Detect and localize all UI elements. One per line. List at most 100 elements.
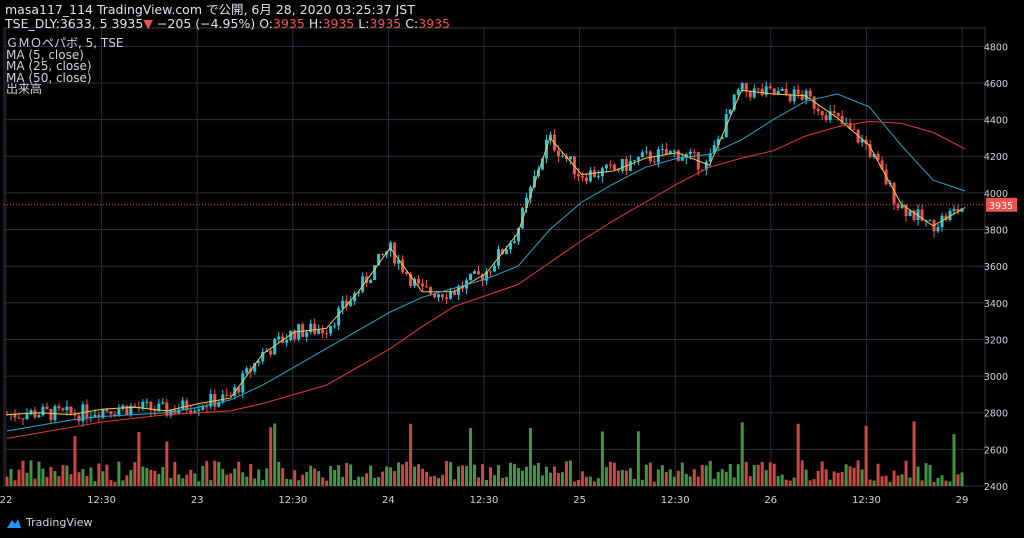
legend-symbol[interactable]: ＧＭＯペパボ, 5, TSE — [6, 36, 124, 50]
candle-body — [488, 271, 492, 273]
candle-body — [29, 410, 33, 415]
volume-bar — [956, 474, 960, 486]
volume-bar — [161, 467, 165, 486]
candle-body — [397, 259, 401, 264]
candle-body — [668, 150, 672, 155]
candle-body — [492, 265, 496, 272]
volume-bar — [289, 479, 293, 486]
candle-body — [732, 94, 736, 110]
volume-bar — [552, 466, 556, 486]
volume-bar — [393, 470, 397, 486]
volume-bar — [93, 481, 97, 486]
legend-ma25[interactable]: MA (25, close) — [6, 59, 92, 73]
low-label: L: — [358, 16, 370, 31]
legend-ma50[interactable]: MA (50, close) — [6, 70, 92, 85]
candle-body — [125, 405, 129, 415]
volume-bar — [652, 481, 656, 486]
volume-bar — [285, 478, 289, 486]
volume-bar — [852, 467, 856, 486]
volume-bar — [592, 481, 596, 486]
tradingview-logo[interactable]: TradingView — [6, 516, 92, 529]
candle-body — [189, 410, 193, 413]
volume-bar — [840, 471, 844, 486]
candle-body — [640, 152, 644, 158]
candle-body — [836, 112, 840, 116]
candle-body — [285, 340, 289, 343]
volume-bar — [245, 476, 249, 486]
candle-body — [277, 336, 281, 339]
down-arrow-icon: ▼ — [143, 16, 153, 31]
y-tick-label: 4800 — [984, 42, 1008, 53]
candle-body — [664, 149, 668, 155]
candle-body — [85, 404, 89, 418]
volume-bar — [61, 465, 65, 486]
ma-line-5 — [6, 89, 966, 416]
x-tick-label: 23 — [191, 495, 204, 506]
volume-bar — [868, 479, 872, 486]
candle-body — [688, 151, 692, 155]
volume-bar — [261, 479, 265, 486]
volume-bar — [640, 479, 644, 486]
candle-body — [421, 283, 425, 287]
volume-bar — [109, 480, 113, 486]
volume-bar — [101, 471, 105, 486]
candle-body — [588, 170, 592, 182]
x-tick-label: 26 — [764, 495, 777, 506]
candle-body — [764, 86, 768, 95]
volume-bar — [536, 463, 540, 486]
volume-bar — [21, 460, 25, 486]
x-tick-label: 22 — [0, 495, 12, 506]
volume-bar — [281, 468, 285, 486]
volume-bar — [832, 471, 836, 486]
volume-bar — [680, 462, 684, 486]
volume-bar — [568, 460, 572, 486]
volume-bar — [453, 479, 457, 486]
candle-body — [289, 330, 293, 341]
volume-bar — [457, 466, 461, 486]
candle-body — [908, 210, 912, 217]
legend-volume[interactable]: 出来高 — [6, 82, 43, 96]
candle-body — [477, 271, 481, 275]
candle-body — [381, 253, 385, 255]
volume-bar — [932, 481, 936, 486]
volume-bar — [213, 460, 217, 486]
symbol-label: TSE_DLY:3633, 5 — [5, 16, 108, 31]
volume-bar — [9, 469, 13, 486]
candle-body — [632, 160, 636, 162]
volume-bar — [588, 476, 592, 486]
candle-body — [157, 403, 161, 412]
candle-body — [457, 285, 461, 295]
volume-bar — [121, 480, 125, 486]
candle-body — [237, 387, 241, 393]
volume-bar — [616, 470, 620, 486]
candle-body — [73, 413, 77, 416]
volume-bar — [477, 477, 481, 486]
candle-body — [936, 227, 940, 232]
candle-body — [672, 150, 676, 152]
volume-bar — [441, 474, 445, 486]
volume-bar — [125, 475, 129, 486]
volume-bar — [728, 463, 732, 486]
volume-bar — [608, 461, 612, 486]
volume-bar — [484, 479, 488, 486]
candle-body — [441, 294, 445, 298]
candle-body — [736, 89, 740, 95]
volume-bar — [512, 463, 516, 486]
candle-body — [97, 414, 101, 418]
volume-bar — [596, 478, 600, 486]
candle-body — [584, 177, 588, 182]
candle-body — [429, 287, 433, 294]
volume-bar — [293, 470, 297, 486]
candle-body — [333, 325, 337, 327]
candle-body — [121, 405, 125, 409]
y-tick-label: 4600 — [984, 79, 1008, 90]
candle-body — [576, 174, 580, 177]
legend-ma5[interactable]: MA (5, close) — [6, 47, 84, 62]
ma-line-50 — [6, 120, 966, 439]
candle-body — [217, 402, 221, 407]
candle-body — [512, 241, 516, 243]
candle-body — [105, 409, 109, 412]
volume-bar — [189, 469, 193, 486]
volume-bar — [361, 476, 365, 486]
